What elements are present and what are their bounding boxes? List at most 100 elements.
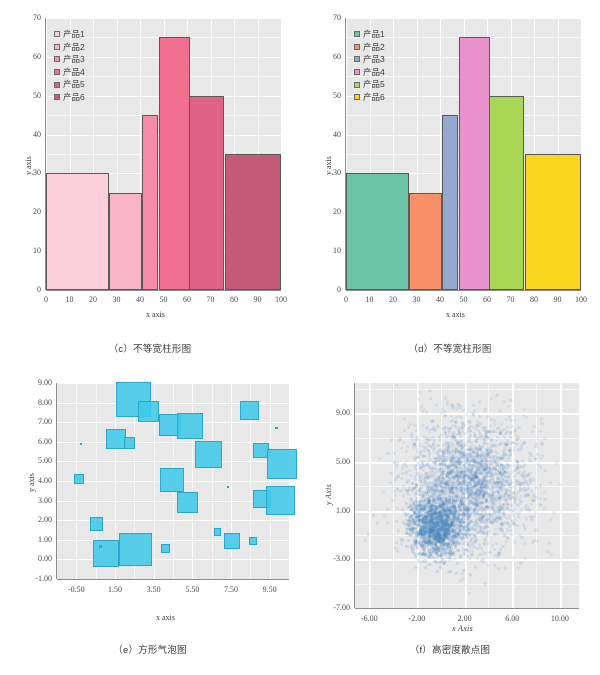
scatter-point (435, 553, 439, 557)
scatter-point (507, 495, 511, 499)
scatter-point (430, 536, 434, 540)
bubble-marker-22[interactable] (249, 536, 258, 545)
scatter-point (498, 442, 502, 446)
scatter-point (525, 488, 529, 492)
scatter-point (454, 493, 458, 498)
scatter-point (412, 505, 416, 509)
bubble-marker-6[interactable] (275, 426, 278, 430)
legend-item[interactable]: 产品2 (354, 41, 385, 54)
legend-item[interactable]: 产品5 (54, 78, 85, 91)
scatter-point (427, 512, 431, 516)
bubble-marker-10[interactable] (195, 440, 223, 469)
scatter-point (443, 485, 447, 489)
scatter-point (459, 415, 464, 420)
legend-item[interactable]: 产品1 (54, 28, 85, 41)
bubble-marker-21[interactable] (223, 532, 241, 549)
scatter-point (516, 443, 520, 447)
scatter-point (472, 432, 477, 436)
scatter-point (425, 485, 429, 489)
scatter-point (454, 448, 459, 452)
bubble-marker-17[interactable] (265, 486, 295, 515)
bar-5[interactable] (489, 96, 524, 290)
scatter-point (429, 505, 434, 509)
scatter-point (416, 434, 420, 438)
legend-item[interactable]: 产品4 (354, 66, 385, 79)
scatter-point (476, 517, 480, 522)
legend-item[interactable]: 产品1 (354, 28, 385, 41)
bubble-marker-25[interactable] (99, 545, 102, 548)
scatter-point (428, 562, 432, 566)
scatter-point (415, 507, 419, 511)
bubble-marker-2[interactable] (138, 400, 160, 422)
bubble-marker-24[interactable] (93, 540, 120, 567)
bubble-marker-19[interactable] (89, 517, 104, 531)
bar-2[interactable] (109, 193, 142, 290)
scatter-point (439, 527, 443, 531)
legend-item[interactable]: 产品3 (54, 53, 85, 66)
scatter-point (450, 492, 454, 496)
bar-2[interactable] (409, 193, 442, 290)
scatter-point (441, 471, 445, 475)
scatter-point (437, 516, 442, 520)
bubble-marker-3[interactable] (239, 401, 259, 420)
scatter-point (471, 464, 475, 468)
scatter-point (506, 536, 510, 540)
scatter-point (420, 539, 425, 543)
legend-item[interactable]: 产品2 (54, 41, 85, 54)
legend-item[interactable]: 产品3 (354, 53, 385, 66)
bar-4[interactable] (459, 37, 490, 290)
bubble-marker-9[interactable] (80, 442, 83, 445)
legend-item[interactable]: 产品5 (354, 78, 385, 91)
scatter-point (498, 500, 502, 504)
scatter-point (549, 553, 553, 557)
scatter-point (480, 509, 484, 513)
bar-5[interactable] (189, 96, 224, 290)
scatter-point (481, 476, 485, 481)
legend-swatch-icon (354, 94, 360, 101)
scatter-point (496, 489, 501, 493)
scatter-point (427, 541, 431, 545)
scatter-point (467, 463, 472, 467)
scatter-point (513, 474, 517, 478)
scatter-point (538, 465, 542, 469)
scatter-point (430, 513, 434, 517)
scatter-point (440, 473, 444, 478)
legend-item[interactable]: 产品6 (54, 91, 85, 104)
scatter-point (455, 490, 459, 494)
legend-item[interactable]: 产品6 (354, 91, 385, 104)
scatter-point (485, 460, 489, 464)
scatter-point (502, 435, 506, 439)
bubble-marker-5[interactable] (177, 413, 204, 440)
bubble-marker-8[interactable] (123, 436, 136, 449)
scatter-point (428, 473, 433, 477)
scatter-point (419, 537, 424, 541)
bubble-marker-13[interactable] (74, 473, 85, 485)
bar-3[interactable] (142, 115, 158, 290)
scatter-point (426, 497, 430, 501)
bubble-marker-15[interactable] (226, 485, 230, 489)
legend-item[interactable]: 产品4 (54, 66, 85, 79)
bar-6[interactable] (225, 154, 281, 290)
scatter-point (466, 510, 470, 515)
scatter-point (497, 482, 501, 486)
scatter-point (422, 516, 426, 521)
scatter-point (488, 495, 492, 499)
bubble-marker-18[interactable] (176, 491, 199, 514)
scatter-point (433, 537, 438, 541)
bar-3[interactable] (442, 115, 458, 290)
bubble-marker-26[interactable] (160, 544, 170, 554)
scatter-point (427, 534, 431, 539)
scatter-point (492, 419, 496, 423)
bar-6[interactable] (525, 154, 581, 290)
bar-4[interactable] (159, 37, 190, 290)
bubble-marker-12[interactable] (267, 449, 298, 480)
scatter-point (420, 476, 425, 480)
scatter-point (455, 543, 459, 547)
bar-1[interactable] (346, 173, 409, 290)
bubble-marker-14[interactable] (159, 467, 185, 493)
bubble-marker-20[interactable] (213, 528, 222, 536)
bubble-marker-23[interactable] (118, 533, 152, 566)
bar-1[interactable] (46, 173, 109, 290)
scatter-point (488, 423, 492, 427)
scatter-point (441, 514, 445, 519)
